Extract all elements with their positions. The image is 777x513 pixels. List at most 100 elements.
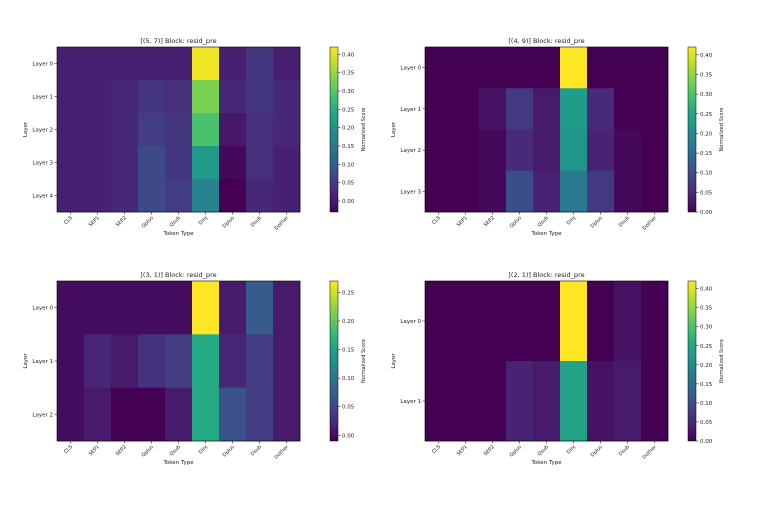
- chart-title: [(2, 1)] Block: resid_pre: [508, 271, 584, 279]
- x-tick-label: Qsub: [169, 215, 182, 228]
- y-tick-label: Layer 2: [32, 412, 53, 418]
- heatmap-cell: [57, 146, 85, 180]
- colorbar-label: Normalized Score: [361, 108, 367, 152]
- heatmap-cell: [273, 334, 301, 388]
- heatmap-cell: [192, 387, 220, 442]
- x-tick-label: Qsub: [169, 444, 182, 457]
- y-tick-label: Layer 0: [400, 66, 421, 72]
- y-tick-label: Layer 1: [400, 107, 421, 113]
- heatmap-cell: [57, 179, 85, 213]
- colorbar: 0.40 0.35 0.30 0.25 0.20 0.15 0.10 0.05 0.00 Norm…: [329, 46, 367, 213]
- x-tick-label: CLS: [63, 444, 74, 455]
- heatmap-cell: [273, 146, 301, 180]
- heatmap-cell: [425, 170, 453, 213]
- x-axis-label: Token Type: [530, 460, 562, 466]
- heatmap-cell: [425, 129, 453, 172]
- heatmap-cell: [273, 387, 301, 442]
- heatmap-cell: [479, 361, 507, 442]
- x-tick-label: Qplus: [141, 215, 156, 230]
- heatmap-cell: [138, 334, 166, 388]
- heatmap-cell: [479, 88, 507, 130]
- heatmap-cell: [219, 47, 247, 81]
- x-tick-label: Dsub: [618, 215, 631, 228]
- colorbar-tick-label: 0.05: [342, 405, 355, 411]
- heatmap-cell: [506, 88, 534, 130]
- heatmap-cell: [560, 281, 588, 362]
- colorbar-tick-label: 0.00: [342, 199, 355, 205]
- colorbar: 0.40 0.35 0.30 0.25 0.20 0.15 0.10 0.05 0.00 Norm…: [687, 46, 725, 216]
- heatmap-cell: [587, 170, 615, 213]
- heatmap-cell: [192, 80, 220, 114]
- colorbar-tick-label: 0.15: [700, 151, 713, 157]
- heatmap-cell: [641, 281, 669, 362]
- colorbar: 0.40 0.35 0.30 0.25 0.20 0.15 0.10 0.05 0.00 Norm…: [687, 280, 725, 445]
- heatmap-cell: [533, 47, 561, 89]
- heatmap-cell: [111, 113, 139, 147]
- heatmap-cell: [246, 80, 274, 114]
- heatmap-cell: [560, 88, 588, 130]
- x-axis-label: Token Type: [162, 460, 194, 466]
- y-tick-label: Layer 0: [32, 62, 53, 68]
- heatmap-cell: [138, 113, 166, 147]
- y-tick-label: Layer 1: [400, 399, 421, 405]
- heatmap-cell: [614, 361, 642, 442]
- heatmap-cell: [246, 47, 274, 81]
- heatmap-cell: [219, 387, 247, 442]
- heatmap-cell: [165, 387, 193, 442]
- y-tick-label: Layer 2: [32, 128, 53, 134]
- heatmap-cell: [533, 361, 561, 442]
- heatmap-cell: [165, 47, 193, 81]
- heatmap-cell: [641, 47, 669, 89]
- colorbar-tick-label: 0.05: [700, 190, 713, 196]
- heatmap-cell: [246, 281, 274, 335]
- heatmap-cell: [57, 47, 85, 81]
- heatmap-cell: [533, 281, 561, 362]
- chart-title: [(3, 1)] Block: resid_pre: [140, 271, 216, 279]
- heatmap-cell: [246, 113, 274, 147]
- heatmap-cell: [641, 129, 669, 172]
- x-tick-label: CLS: [63, 215, 74, 226]
- y-tick-label: Layer 2: [400, 148, 421, 154]
- heatmap-cell: [246, 146, 274, 180]
- heatmap-cell: [111, 179, 139, 213]
- heatmap-cell: [219, 179, 247, 213]
- x-tick-label: Dplus: [222, 444, 237, 459]
- y-axis-label: Layer: [391, 353, 397, 369]
- colorbar-tick-label: 0.05: [700, 420, 713, 426]
- heatmap-cell: [273, 281, 301, 335]
- colorbar-gradient: [329, 46, 339, 213]
- colorbar-tick-label: 0.40: [700, 53, 713, 59]
- heatmap-cell: [111, 387, 139, 442]
- colorbar-tick-label: 0.30: [700, 325, 713, 331]
- colorbar-tick-label: 0.35: [700, 306, 713, 312]
- heatmap-cell: [84, 387, 112, 442]
- heatmap-cell: [587, 281, 615, 362]
- heatmap-cell: [165, 281, 193, 335]
- colorbar-gradient: [329, 280, 339, 442]
- x-tick-label: Dother: [274, 444, 291, 461]
- heatmap-cell: [57, 113, 85, 147]
- heatmap-cell: [165, 334, 193, 388]
- heatmap-cell: [641, 88, 669, 130]
- heatmap-cell: [506, 47, 534, 89]
- x-tick-label: SEP2: [115, 444, 128, 457]
- colorbar: 0.25 0.20 0.15 0.10 0.05 0.00 Normalized Score: [329, 280, 367, 442]
- heatmap-cell: [246, 179, 274, 213]
- colorbar-tick-label: 0.20: [700, 363, 713, 369]
- heatmap-cell: [246, 334, 274, 388]
- x-tick-label: Dsub: [618, 444, 631, 457]
- heatmap-panel-1: [(5, 7)] Block: resid_pre Layer 0 Layer 1 L…: [23, 37, 367, 237]
- heatmap-cell: [587, 129, 615, 172]
- chart-title: [(5, 7)] Block: resid_pre: [140, 37, 216, 45]
- y-axis-label: Layer: [391, 121, 397, 137]
- colorbar-label: Normalized Score: [361, 339, 367, 383]
- colorbar-tick-label: 0.25: [700, 112, 713, 118]
- heatmap-cell: [84, 179, 112, 213]
- colorbar-tick-label: 0.30: [342, 89, 355, 95]
- x-tick-label: Dplus: [590, 444, 605, 459]
- heatmap-cell: [587, 47, 615, 89]
- x-tick-label: Dother: [274, 215, 291, 232]
- heatmap-cell: [84, 281, 112, 335]
- heatmap-cell: [165, 146, 193, 180]
